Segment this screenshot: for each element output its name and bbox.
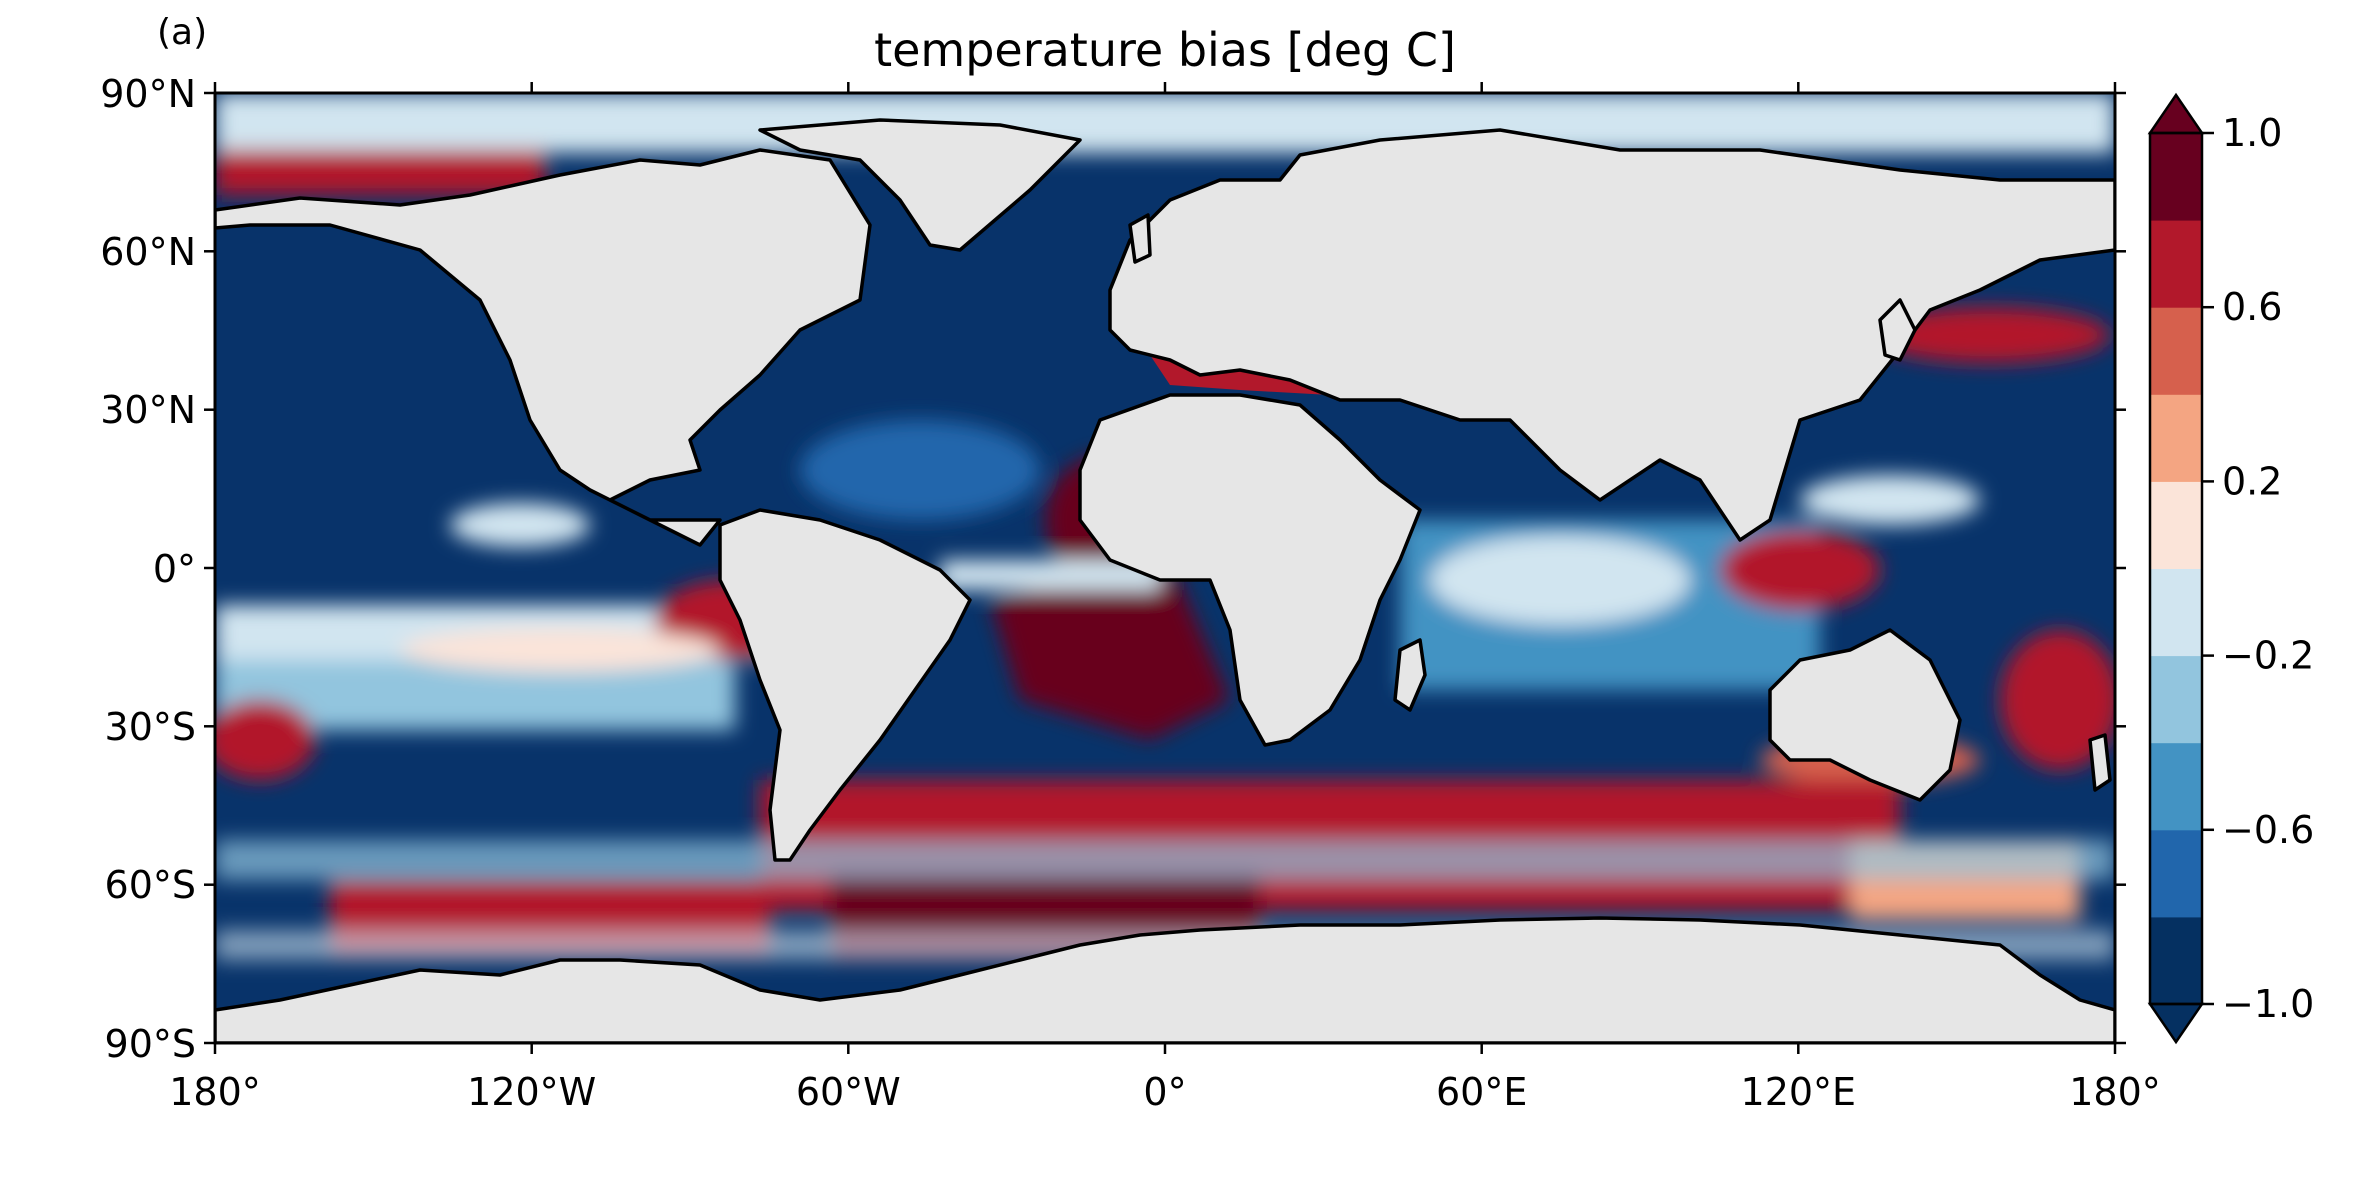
indonesia-warm (1720, 530, 1880, 610)
colorbar-segment (2150, 742, 2202, 831)
colorbar-segment (2150, 568, 2202, 657)
antarctica (215, 916, 2115, 1043)
x-tick-label: 60°W (796, 1070, 901, 1114)
colorbar-ticks: 1.0 0.6 0.2 −0.2 −0.6 −1.0 (2202, 111, 2314, 1026)
colorbar-extend-top (2147, 92, 2205, 135)
y-tick-labels: 90°N 60°N 30°N 0° 30°S 60°S 90°S (100, 72, 196, 1066)
panel-label: (a) (157, 12, 207, 53)
colorbar-segment (2150, 394, 2202, 482)
colorbar-tick-label: −0.6 (2222, 808, 2314, 852)
colorbar-tick-label: 0.6 (2222, 285, 2282, 329)
pacific-warm-strip (400, 628, 720, 672)
arctic-band (215, 93, 2115, 153)
southern-transition (215, 840, 2115, 880)
colorbar-extend-bottom (2147, 1002, 2205, 1045)
colorbar-tick-label: −1.0 (2222, 982, 2314, 1026)
madagascar (1393, 638, 1427, 712)
colorbar-segments (2150, 133, 2202, 1005)
pacific-patch (450, 503, 590, 547)
y-tick-marks (204, 91, 2126, 1045)
x-tick-label: 180° (2069, 1070, 2161, 1114)
colorbar-tick-label: 0.2 (2222, 459, 2282, 503)
australia (1768, 628, 1962, 802)
africa (1078, 393, 1422, 747)
y-tick-label: 30°S (105, 705, 196, 749)
indian-ocean-light (1430, 535, 1690, 625)
north-america (215, 148, 872, 547)
japan (1878, 298, 1917, 362)
south-pacific-warm (215, 700, 315, 780)
y-tick-label: 60°N (100, 230, 196, 274)
greenland (758, 118, 1082, 252)
tasman-warm (2000, 630, 2115, 770)
y-tick-label: 90°N (100, 72, 196, 116)
kuroshio-warm (1870, 307, 2110, 363)
colorbar-segment (2150, 307, 2202, 395)
colorbar-segment (2150, 133, 2202, 221)
colorbar-tick-label: 1.0 (2222, 111, 2282, 155)
map-title: temperature bias [deg C] (874, 23, 1456, 77)
y-tick-label: 0° (153, 547, 196, 591)
x-tick-label: 0° (1143, 1070, 1186, 1114)
colorbar: 1.0 0.6 0.2 −0.2 −0.6 −1.0 (2147, 92, 2314, 1045)
bias-field (215, 93, 2115, 960)
x-tick-label: 180° (169, 1070, 261, 1114)
x-tick-marks (213, 82, 2117, 1054)
y-tick-label: 60°S (105, 863, 196, 907)
x-tick-label: 120°W (467, 1070, 596, 1114)
colorbar-segment (2150, 916, 2202, 1005)
north-atlantic-mid (800, 420, 1040, 520)
map-area (215, 93, 2115, 1043)
colorbar-segment (2150, 481, 2202, 569)
colorbar-segment (2150, 655, 2202, 744)
bering-warm (215, 150, 545, 195)
colorbar-segment (2150, 829, 2202, 918)
south-america (718, 508, 972, 862)
colorbar-segment (2150, 220, 2202, 308)
colorbar-tick-label: −0.2 (2222, 634, 2314, 678)
land (215, 118, 2115, 1043)
y-tick-label: 30°N (100, 388, 196, 432)
west-pacific-light (1800, 475, 1980, 525)
uk (1128, 213, 1152, 264)
y-tick-label: 90°S (105, 1022, 196, 1066)
x-tick-label: 120°E (1741, 1070, 1857, 1114)
new-zealand (2088, 733, 2112, 792)
x-tick-labels: 180° 120°W 60°W 0° 60°E 120°E 180° (169, 1070, 2161, 1114)
benguela-warm (990, 560, 1230, 740)
colorbar-frame (2148, 131, 2204, 1006)
x-tick-label: 60°E (1436, 1070, 1527, 1114)
eurasia (1108, 128, 2115, 542)
